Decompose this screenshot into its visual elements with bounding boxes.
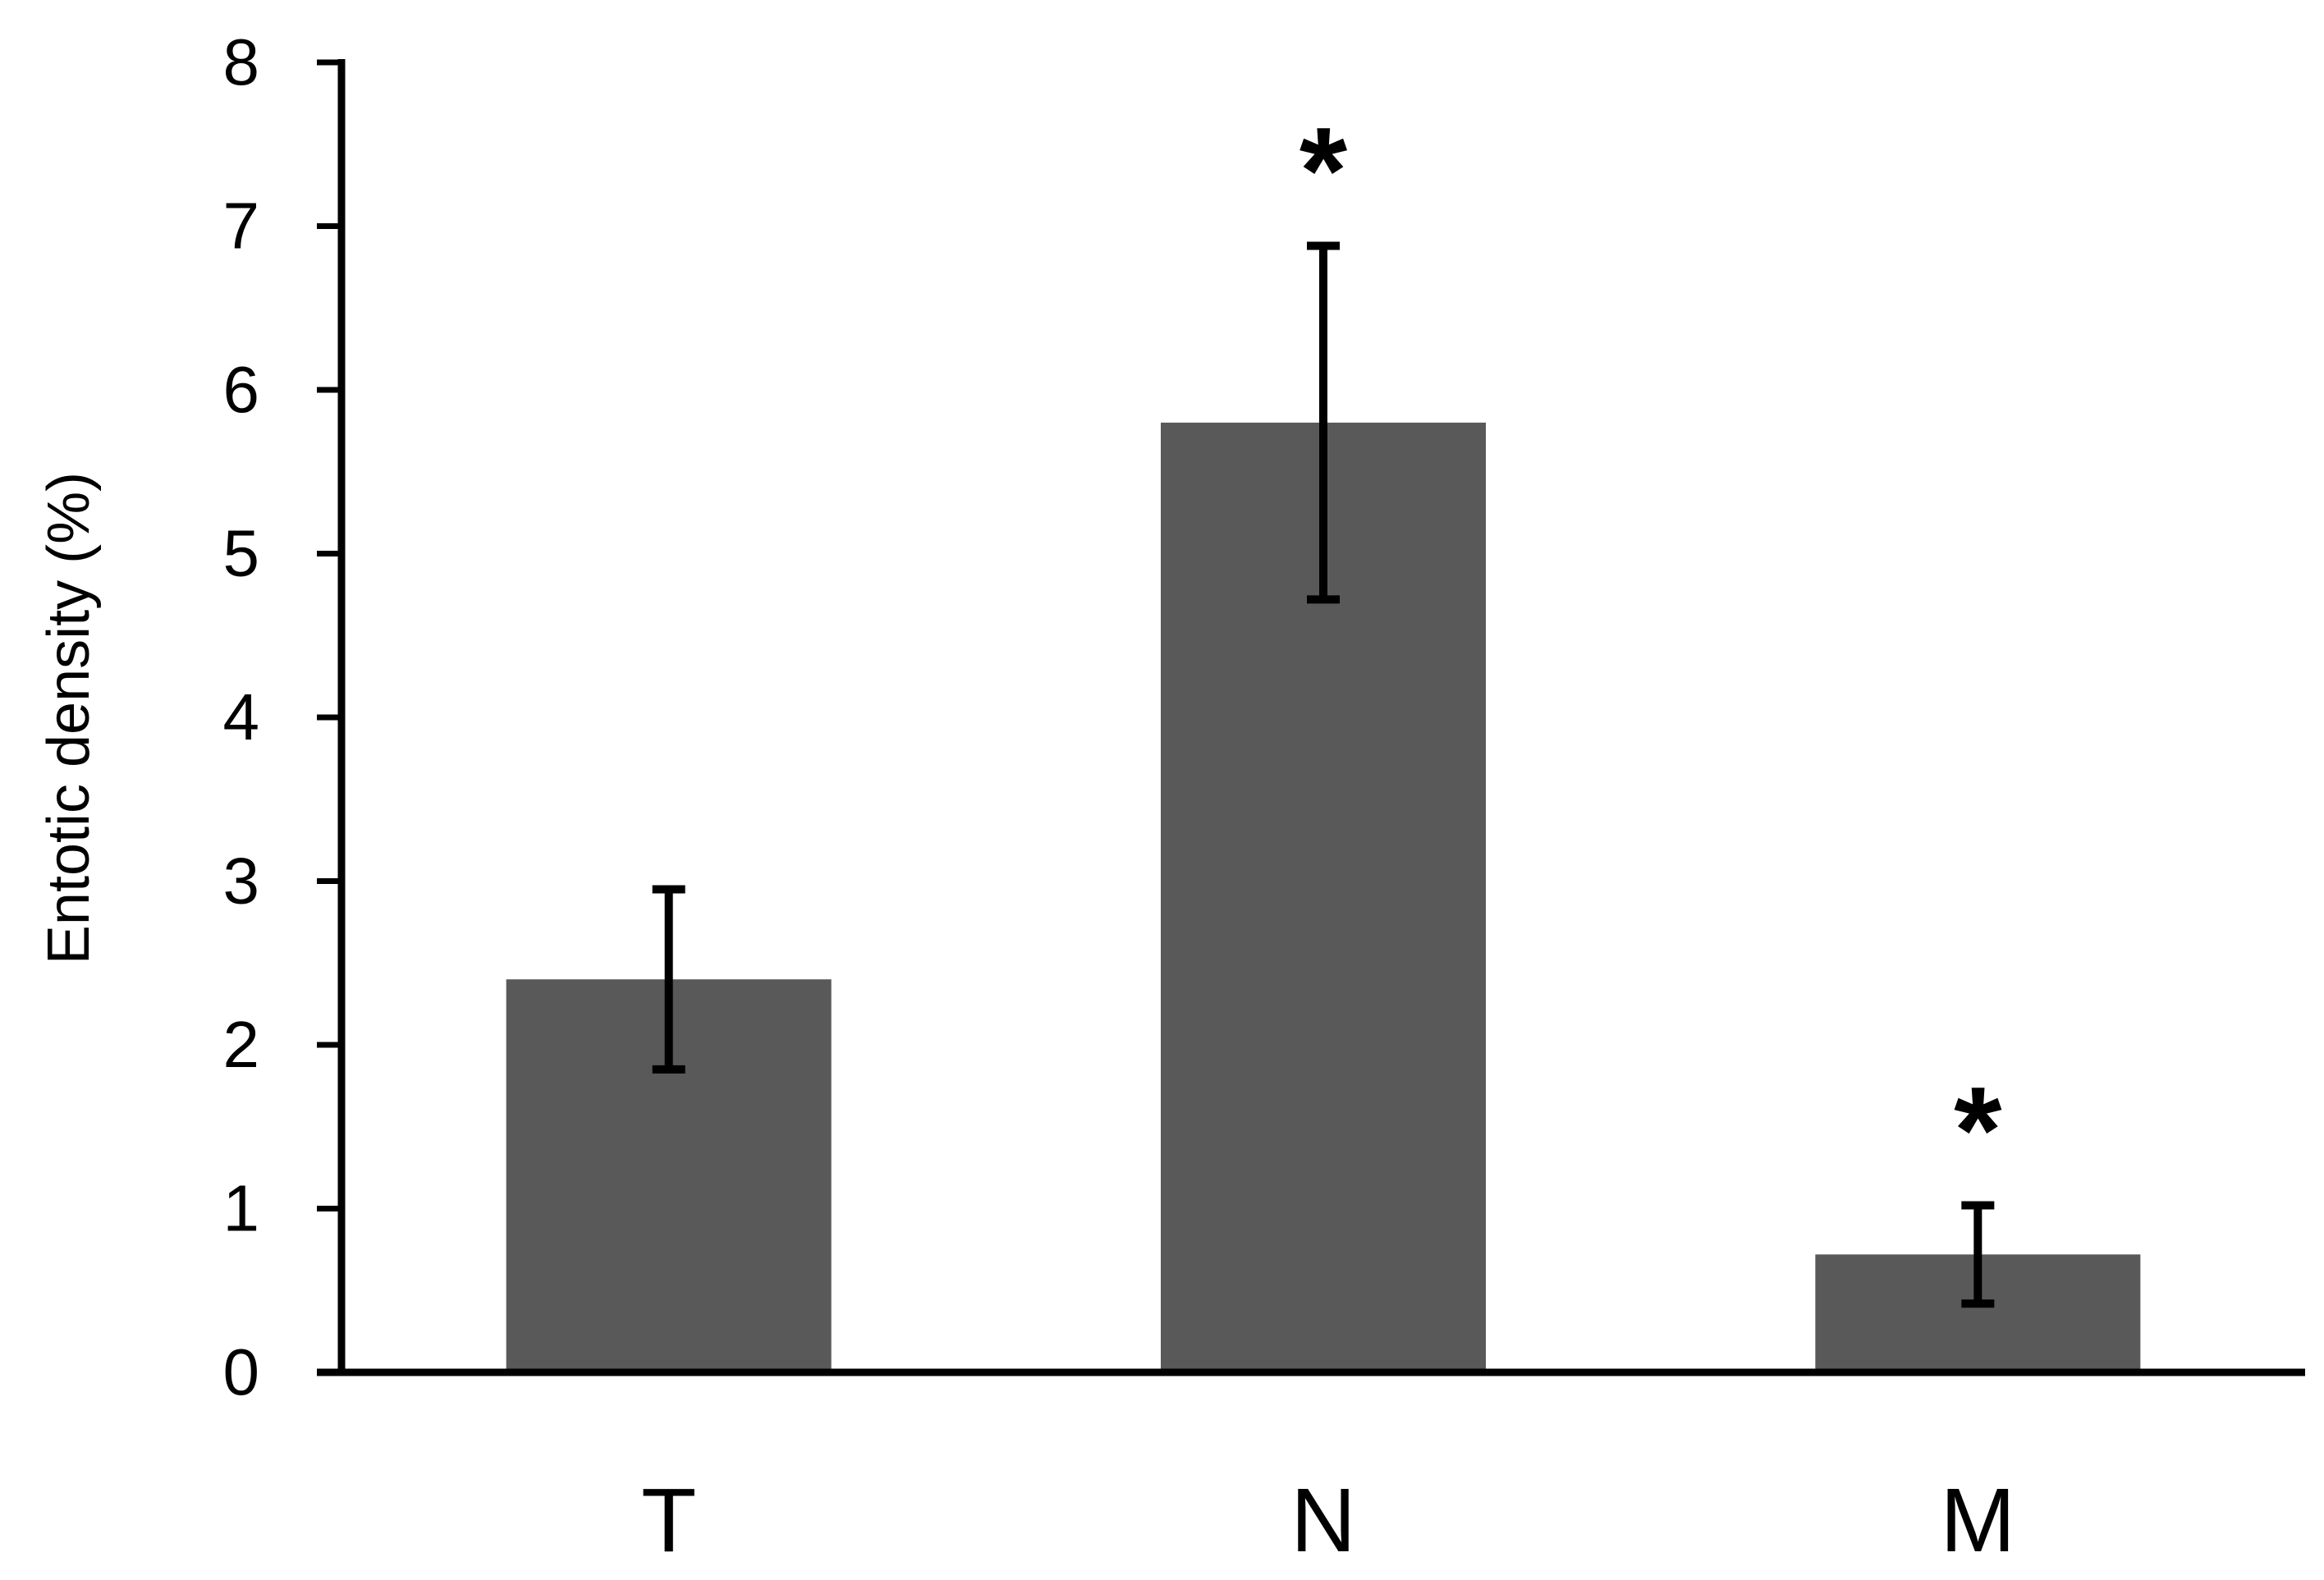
- y-tick-label: 6: [223, 353, 260, 426]
- y-tick-label: 0: [223, 1335, 260, 1408]
- y-tick-label: 1: [223, 1172, 260, 1245]
- y-tick-label: 3: [223, 845, 260, 918]
- y-tick-label: 4: [223, 680, 260, 753]
- y-tick-label: 8: [223, 25, 260, 98]
- error-bars-layer: [652, 241, 1995, 1308]
- y-tick-label: 7: [223, 190, 260, 263]
- y-tick-label: 5: [223, 517, 260, 590]
- y-ticks-layer: 0 1 2 3 4 5 6 7 8: [223, 25, 341, 1408]
- x-tick-label-M: M: [1941, 1470, 2016, 1571]
- y-tick-label: 2: [223, 1008, 260, 1081]
- x-tick-label-T: T: [641, 1470, 696, 1571]
- significance-marker-N: *: [1300, 101, 1348, 239]
- x-tick-label-N: N: [1290, 1470, 1355, 1571]
- significance-marker-M: *: [1954, 1061, 2002, 1199]
- significance-layer: **: [1300, 101, 2002, 1198]
- y-axis-label: Entotic density (%): [36, 472, 102, 964]
